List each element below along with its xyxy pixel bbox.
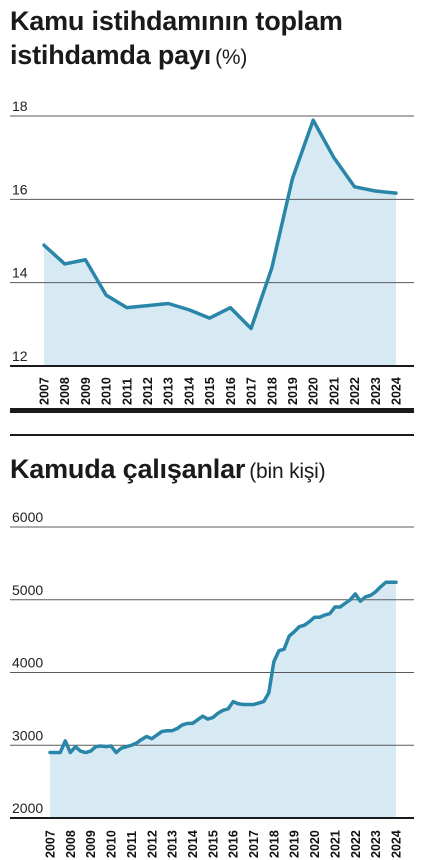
chart2-xtick-label: 2019 <box>288 830 302 858</box>
chart1-xtick-label: 2024 <box>390 377 404 405</box>
chart2-xtick-label: 2013 <box>166 830 180 858</box>
chart1-title-line1: Kamu istihdamının toplam <box>10 6 343 36</box>
chart1-ytick-label: 18 <box>12 98 28 114</box>
chart2-xtick-label: 2017 <box>247 830 261 858</box>
chart1-xtick-label: 2015 <box>203 377 217 405</box>
chart1-xtick-label: 2017 <box>245 377 259 405</box>
chart2-ytick-label: 4000 <box>12 655 43 671</box>
chart1-ytick-label: 14 <box>12 265 28 281</box>
chart1-xtick-label: 2021 <box>327 377 341 405</box>
section-divider-thick <box>10 408 414 413</box>
chart1-xtick-label: 2007 <box>38 377 52 405</box>
chart1-xtick-label: 2018 <box>265 377 279 405</box>
chart1-svg: 12 14 16 18 2007 2008 2009 2010 2011 2012 2013 2014… <box>10 98 414 405</box>
chart1-unit: (%) <box>215 46 248 69</box>
chart2-xtick-label: 2008 <box>64 830 78 858</box>
chart1-xtick-label: 2019 <box>286 377 300 405</box>
section-divider-thin <box>10 434 414 436</box>
chart2-xtick-label: 2021 <box>328 830 342 858</box>
chart2-ytick-label: 2000 <box>12 800 43 816</box>
chart1-title-line2: istihdamda payı (%) <box>10 40 248 70</box>
chart1-xtick-label: 2011 <box>120 378 134 405</box>
chart2-xtick-label: 2018 <box>267 830 281 858</box>
chart2-xtick-label: 2016 <box>227 830 241 858</box>
chart2-area <box>50 582 396 818</box>
chart2-svg: 2000 3000 4000 5000 6000 2007 2008 2009 2010 2011… <box>10 509 414 858</box>
chart1-xtick-label: 2020 <box>307 377 321 405</box>
chart2-xtick-label: 2024 <box>390 830 404 858</box>
chart1-ytick-label: 16 <box>12 181 28 197</box>
chart2-xtick-label: 2011 <box>125 831 139 858</box>
chart1-xtick-label: 2012 <box>141 377 155 405</box>
chart1-xtick-label: 2013 <box>162 377 176 405</box>
chart1-xtick-label: 2010 <box>100 377 114 405</box>
chart1-xtick-label: 2009 <box>79 377 93 405</box>
chart1-xtick-label: 2016 <box>224 377 238 405</box>
chart2-xtick-label: 2020 <box>308 830 322 858</box>
chart2-series-line <box>48 580 398 755</box>
chart2-xtick-label: 2012 <box>145 830 159 858</box>
chart2-unit: (bin kişi) <box>249 460 326 483</box>
chart1-xtick-label: 2023 <box>369 377 383 405</box>
chart2-xtick-label: 2010 <box>105 830 119 858</box>
chart2-xtick-label: 2023 <box>369 830 383 858</box>
chart2-xtick-label: 2015 <box>206 830 220 858</box>
chart2-xtick-label: 2022 <box>349 830 363 858</box>
chart2-ytick-label: 5000 <box>12 582 43 598</box>
chart1-xtick-label: 2022 <box>348 377 362 405</box>
chart1-series-line <box>42 118 398 331</box>
chart2-xtick-label: 2009 <box>84 830 98 858</box>
chart1-ytick-label: 12 <box>12 348 28 364</box>
chart2-ytick-label: 3000 <box>12 727 43 743</box>
chart2-xtick-label: 2014 <box>186 830 200 858</box>
chart2-title: Kamuda çalışanlar (bin kişi) <box>10 454 326 484</box>
chart1-xtick-label: 2014 <box>182 377 196 405</box>
chart1-area <box>44 120 396 366</box>
chart2-ytick-label: 6000 <box>12 509 43 525</box>
chart2-xtick-label: 2007 <box>44 830 58 858</box>
chart1-xtick-label: 2008 <box>58 377 72 405</box>
